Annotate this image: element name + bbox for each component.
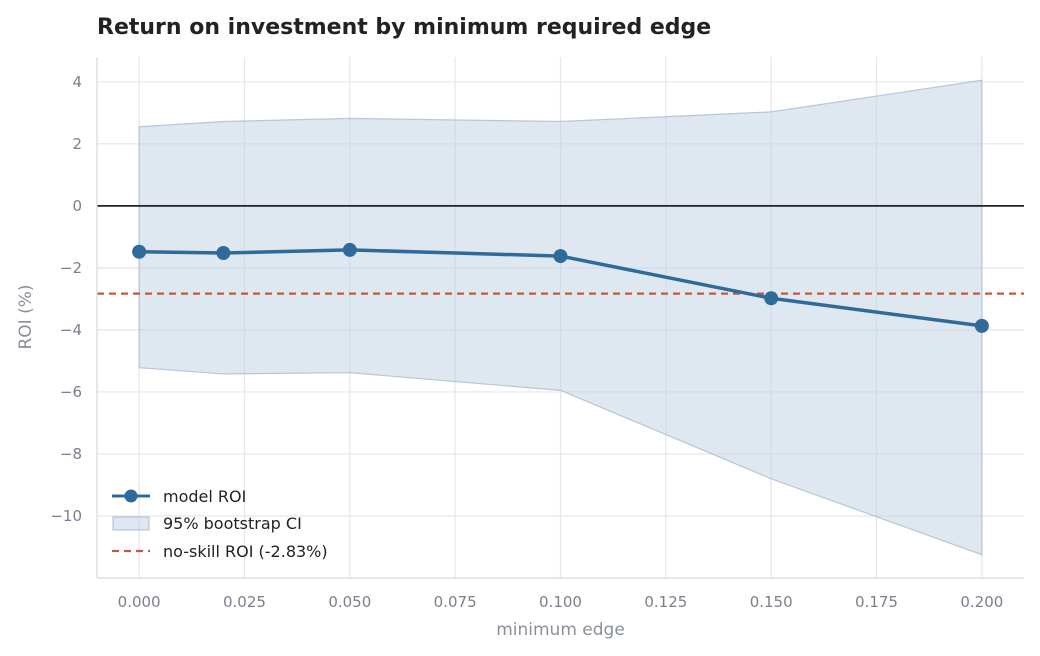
- x-tick-label: 0.075: [434, 593, 477, 611]
- tick-label-layer: 0.000 0.025 0.050 0.075 0.100 0.125 0.150 0.175…: [50, 73, 1003, 611]
- x-tick-label: 0.000: [118, 593, 161, 611]
- x-axis-label: minimum edge: [496, 620, 625, 640]
- ci-band-layer: [138, 79, 983, 556]
- x-tick-label: 0.125: [644, 593, 687, 611]
- reference-line-layer: [97, 204, 1024, 295]
- legend-band-swatch: [112, 516, 150, 531]
- legend-marker-swatch: [124, 489, 138, 503]
- series-marker-layer: [132, 242, 989, 333]
- y-tick-label: 0: [72, 197, 82, 215]
- model-roi-point: [342, 242, 357, 257]
- model-roi-line: [139, 248, 983, 328]
- series-line-layer: [139, 248, 983, 328]
- x-tick-label: 0.175: [855, 593, 898, 611]
- model-roi-point: [974, 318, 989, 333]
- ci-band: [138, 79, 983, 556]
- x-tick-label: 0.200: [960, 593, 1003, 611]
- y-tick-label: −2: [60, 259, 82, 277]
- model-roi-point: [216, 245, 231, 260]
- y-tick-label: 2: [72, 135, 82, 153]
- y-tick-label: −6: [60, 383, 82, 401]
- model-roi-point: [553, 249, 568, 264]
- y-tick-label: −8: [60, 445, 82, 463]
- legend-label-no-skill: no-skill ROI (-2.83%): [163, 542, 328, 561]
- legend: model ROI 95% bootstrap CI no-skill ROI …: [112, 487, 328, 561]
- x-tick-label: 0.025: [223, 593, 266, 611]
- y-tick-label: −10: [50, 507, 82, 525]
- legend-label-ci: 95% bootstrap CI: [163, 514, 302, 533]
- legend-label-model-roi: model ROI: [163, 487, 246, 506]
- y-axis-label: ROI (%): [16, 284, 36, 349]
- model-roi-point: [132, 244, 147, 259]
- x-tick-label: 0.100: [539, 593, 582, 611]
- y-tick-label: −4: [60, 321, 82, 339]
- axis-spine-layer: [96, 57, 1024, 579]
- x-tick-label: 0.150: [750, 593, 793, 611]
- y-tick-label: 4: [72, 73, 82, 91]
- x-tick-label: 0.050: [328, 593, 371, 611]
- chart-title: Return on investment by minimum required…: [97, 15, 711, 40]
- model-roi-point: [764, 291, 779, 306]
